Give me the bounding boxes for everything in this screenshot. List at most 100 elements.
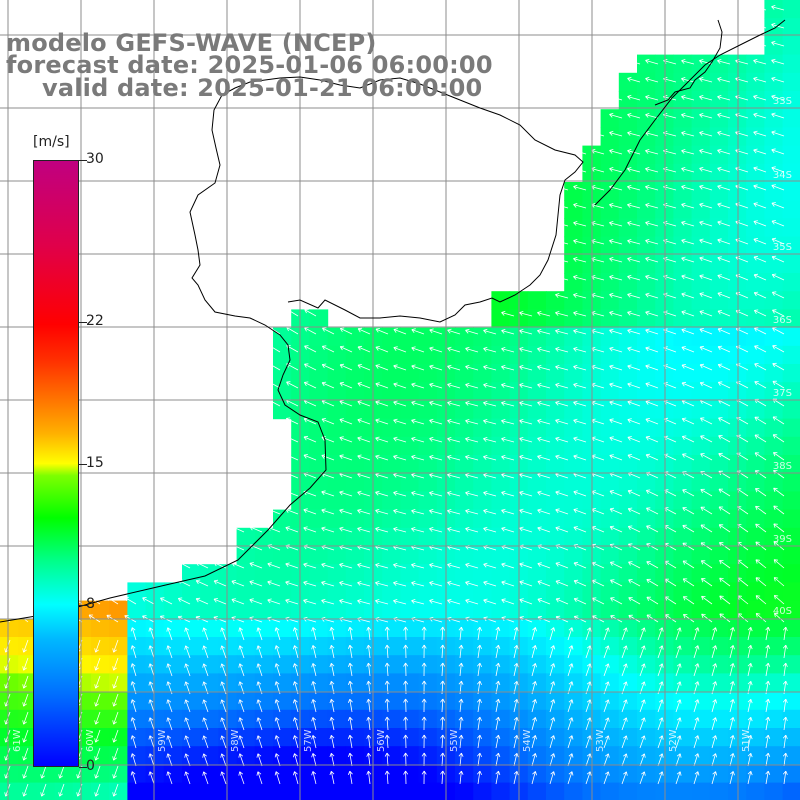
wind-cell [746,163,765,183]
wind-arrow [184,645,191,659]
wind-arrow [681,220,695,227]
wind-cell [746,527,765,547]
wind-arrow [321,598,335,605]
wind-cell [382,327,401,347]
wind-cell [382,709,401,729]
wind-arrow [753,255,767,263]
wind-cell [746,309,765,329]
wind-arrow [195,561,209,569]
wind-cell [673,163,693,183]
wind-cell [600,327,620,347]
wind-cell [782,491,800,511]
wind-arrow [393,563,407,569]
wind-cell [491,764,511,784]
latitude-label: 39S [773,534,792,545]
wind-arrow [58,783,65,797]
wind-arrow [495,734,501,749]
wind-cell [491,327,511,347]
wind-arrow [717,345,731,353]
wind-cell [728,309,747,329]
wind-cell [327,345,347,365]
wind-arrow [429,473,443,479]
wind-arrow [774,612,785,623]
wind-cell [600,637,620,656]
wind-arrow [501,562,515,569]
wind-arrow [729,699,735,713]
wind-cell [709,764,729,784]
wind-arrow [719,595,731,605]
wind-arrow [184,699,191,713]
wind-cell [327,436,347,456]
wind-cell [709,728,729,747]
wind-cell [527,782,547,800]
wind-arrow [681,113,695,119]
wind-cell [637,182,656,201]
wind-arrow [238,627,245,641]
wind-arrow [384,626,390,641]
wind-arrow [754,345,767,353]
wind-arrow [657,771,664,785]
wind-arrow [573,561,587,569]
wind-arrow [699,113,713,119]
wind-arrow [717,292,731,299]
wind-cell [600,655,620,674]
wind-arrow [393,382,407,389]
wind-arrow [458,698,464,713]
wind-cell [618,418,638,438]
wind-arrow [771,130,785,137]
wind-arrow [771,273,785,281]
wind-cell [691,527,711,547]
wind-arrow [717,220,731,227]
wind-arrow [717,202,731,209]
wind-arrow [753,184,767,191]
wind-arrow [513,699,519,713]
wind-cell [637,582,656,602]
wind-arrow [22,729,29,743]
wind-arrow [681,381,695,389]
wind-cell [182,582,201,602]
wind-cell [291,327,310,347]
wind-cell [418,782,438,800]
wind-arrow [357,345,371,353]
wind-cell [491,637,511,656]
wind-cell [127,600,147,620]
wind-cell [746,91,765,110]
wind-arrow [585,627,592,641]
wind-arrow [339,580,353,587]
wind-arrow [447,419,461,425]
wind-arrow [94,675,101,689]
wind-arrow [555,239,569,245]
wind-arrow [202,663,209,677]
wind-arrow [220,771,227,785]
wind-arrow [130,771,137,785]
wind-arrow [384,698,390,713]
wind-arrow [268,381,281,389]
wind-cell [764,782,784,800]
wind-cell [782,782,800,800]
wind-cell [218,600,238,620]
wind-cell [600,182,620,201]
wind-arrow [321,381,335,389]
wind-arrow [537,383,551,389]
wind-cell [764,564,784,583]
wind-arrow [699,363,713,371]
wind-arrow [645,382,659,389]
wind-arrow [130,627,137,641]
wind-cell [327,600,347,620]
wind-arrow [513,771,519,785]
wind-arrow [483,383,497,389]
wind-cell [618,455,638,474]
wind-arrow [700,506,713,515]
wind-cell [218,655,238,674]
longitude-label: 51W [741,729,752,752]
wind-arrow [303,598,317,605]
wind-cell [309,473,329,492]
wind-arrow [166,771,173,785]
wind-arrow [699,256,713,263]
wind-cell [728,327,747,347]
wind-arrow [555,526,569,533]
wind-cell [473,418,492,438]
wind-cell [746,618,765,638]
wind-cell [564,564,583,583]
wind-arrow [609,130,623,137]
